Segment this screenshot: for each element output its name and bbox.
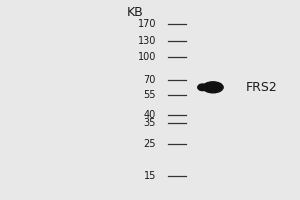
Text: KB: KB: [127, 6, 143, 19]
Text: 40: 40: [144, 110, 156, 120]
Ellipse shape: [203, 82, 223, 93]
Text: 130: 130: [138, 36, 156, 46]
Text: 35: 35: [144, 118, 156, 128]
Text: 100: 100: [138, 52, 156, 62]
Text: 170: 170: [137, 19, 156, 29]
Text: FRS2: FRS2: [246, 81, 278, 94]
Text: 55: 55: [143, 90, 156, 100]
Ellipse shape: [198, 84, 207, 91]
Text: 25: 25: [143, 139, 156, 149]
Text: 70: 70: [144, 75, 156, 85]
Text: 15: 15: [144, 171, 156, 181]
